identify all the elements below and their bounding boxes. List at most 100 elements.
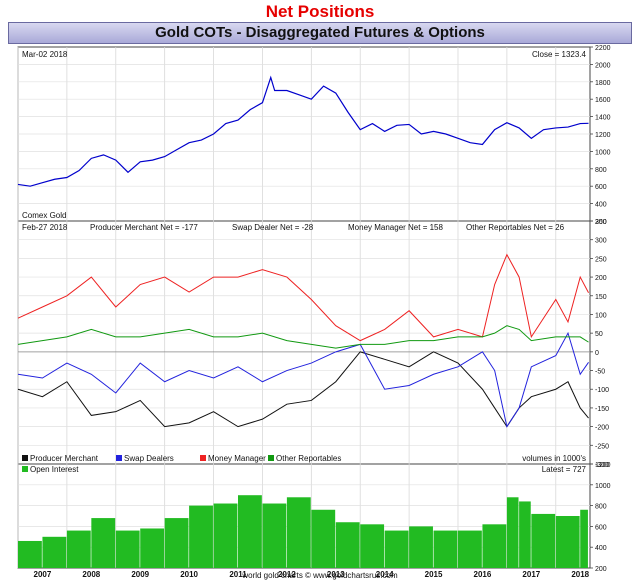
net-y-tick-label: -200 bbox=[595, 425, 609, 432]
open-interest-bar bbox=[433, 530, 458, 568]
other-series-line bbox=[17, 325, 589, 349]
open-interest-bar bbox=[164, 518, 189, 568]
credit-label: world gold charts © www.goldchartsrus.co… bbox=[241, 571, 398, 580]
page-title: Net Positions bbox=[265, 2, 375, 21]
legend-producer: Producer Merchant bbox=[30, 454, 99, 463]
net-y-tick-label: 250 bbox=[595, 256, 607, 263]
price-layer bbox=[17, 75, 589, 187]
oi-y-tick-label: 800 bbox=[595, 504, 607, 511]
open-interest-bar bbox=[458, 530, 482, 568]
legend-swatch-oi bbox=[22, 466, 28, 472]
open-interest-bar bbox=[91, 518, 116, 568]
open-interest-bar bbox=[409, 526, 433, 568]
oi-y-tick-label: 400 bbox=[595, 545, 607, 552]
net-y-tick-label: -100 bbox=[595, 387, 609, 394]
price-date-label: Mar-02 2018 bbox=[22, 50, 68, 59]
net-y-tick-label: -250 bbox=[595, 443, 609, 450]
open-interest-bar bbox=[189, 505, 213, 568]
open-interest-bar bbox=[140, 528, 165, 568]
other-net-label: Other Reportables Net = 26 bbox=[466, 223, 565, 232]
price-y-tick-label: 200 bbox=[595, 219, 607, 226]
price-y-tick-label: 1600 bbox=[595, 97, 611, 104]
net-y-tick-label: 50 bbox=[595, 331, 603, 338]
open-interest-bar bbox=[42, 536, 67, 568]
net-y-tick-label: 150 bbox=[595, 294, 607, 301]
open-interest-bar bbox=[519, 501, 531, 568]
open-interest-bar bbox=[335, 522, 360, 568]
legend-open-interest: Open Interest bbox=[30, 465, 79, 474]
x-tick-label: 2016 bbox=[474, 570, 492, 579]
price-y-tick-label: 2200 bbox=[595, 45, 611, 52]
producer-series-line bbox=[17, 351, 589, 428]
price-close-label: Close = 1323.4 bbox=[532, 50, 587, 59]
x-tick-label: 2008 bbox=[82, 570, 100, 579]
x-tick-label: 2010 bbox=[180, 570, 198, 579]
swap-series-line bbox=[17, 331, 589, 428]
open-interest-bar bbox=[580, 509, 588, 568]
open-interest-bar bbox=[482, 524, 507, 568]
net-y-tick-label: -300 bbox=[595, 462, 609, 469]
price-y-tick-label: 1200 bbox=[595, 132, 611, 139]
net-y-tick-label: 0 bbox=[595, 350, 599, 357]
money-series-line bbox=[17, 253, 589, 342]
net-y-tick-label: -50 bbox=[595, 369, 605, 376]
oi-latest-label: Latest = 727 bbox=[542, 465, 587, 474]
x-tick-label: 2013 bbox=[327, 570, 345, 579]
chart-header: Gold COTs - Disaggregated Futures & Opti… bbox=[8, 22, 632, 44]
open-interest-bar bbox=[555, 516, 580, 568]
price-y-tick-label: 800 bbox=[595, 167, 607, 174]
oi-y-tick-label: 600 bbox=[595, 524, 607, 531]
open-interest-bar bbox=[262, 503, 287, 568]
net-y-tick-label: 300 bbox=[595, 238, 607, 245]
price-y-tick-label: 1400 bbox=[595, 115, 611, 122]
price-y-tick-label: 1800 bbox=[595, 80, 611, 87]
oi-y-tick-label: 1000 bbox=[595, 483, 611, 490]
open-interest-bar bbox=[531, 513, 556, 568]
oi-y-tick-label: 1200 bbox=[595, 462, 611, 469]
x-tick-label: 2014 bbox=[376, 570, 394, 579]
open-interest-bar bbox=[18, 540, 42, 568]
legend-money: Money Manager bbox=[208, 454, 266, 463]
swap-net-label: Swap Dealer Net = -28 bbox=[232, 223, 314, 232]
units-label: volumes in 1000's bbox=[522, 454, 586, 463]
price-source-label: Comex Gold bbox=[22, 211, 66, 220]
price-series-line bbox=[17, 75, 589, 187]
x-tick-label: 2017 bbox=[522, 570, 540, 579]
x-tick-label: 2011 bbox=[229, 570, 247, 579]
x-tick-label: 2012 bbox=[278, 570, 296, 579]
x-tick-label: 2015 bbox=[425, 570, 443, 579]
open-interest-bar bbox=[360, 524, 385, 568]
money-net-label: Money Manager Net = 158 bbox=[348, 223, 443, 232]
oi-y-tick-label: 200 bbox=[595, 566, 607, 573]
open-interest-bars bbox=[18, 495, 588, 568]
open-interest-bar bbox=[384, 530, 409, 568]
x-tick-label: 2018 bbox=[571, 570, 589, 579]
net-y-tick-label: -150 bbox=[595, 406, 609, 413]
producer-net-label: Producer Merchant Net = -177 bbox=[90, 223, 198, 232]
open-interest-bar bbox=[115, 530, 140, 568]
legend-swatch-money bbox=[200, 455, 206, 461]
price-y-tick-label: 2000 bbox=[595, 62, 611, 69]
net-positions-layer bbox=[17, 253, 589, 428]
price-y-tick-label: 400 bbox=[595, 202, 607, 209]
x-tick-label: 2009 bbox=[131, 570, 149, 579]
open-interest-bar bbox=[506, 497, 519, 568]
open-interest-bar bbox=[66, 530, 91, 568]
net-positions-panel-frame bbox=[17, 220, 591, 465]
legend-swatch-other bbox=[268, 455, 274, 461]
legend-swatch-swap bbox=[116, 455, 122, 461]
legend-other: Other Reportables bbox=[276, 454, 341, 463]
legend-swatch-producer bbox=[22, 455, 28, 461]
price-y-tick-label: 1000 bbox=[595, 149, 611, 156]
open-interest-bar bbox=[311, 509, 336, 568]
net-y-tick-label: 350 bbox=[595, 219, 607, 226]
net-y-tick-label: 200 bbox=[595, 275, 607, 282]
open-interest-bar bbox=[213, 503, 238, 568]
net-y-tick-label: 100 bbox=[595, 312, 607, 319]
legend-swap: Swap Dealers bbox=[124, 454, 174, 463]
open-interest-bar bbox=[286, 497, 311, 568]
x-tick-label: 2007 bbox=[34, 570, 52, 579]
net-legend: Producer Merchant Swap Dealers Money Man… bbox=[22, 454, 586, 463]
price-y-tick-label: 600 bbox=[595, 184, 607, 191]
